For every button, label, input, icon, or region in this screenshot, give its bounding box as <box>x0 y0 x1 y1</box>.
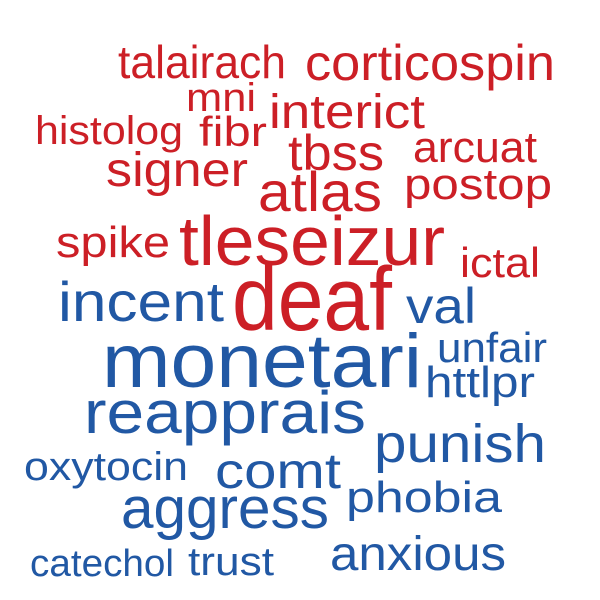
word-arcuat: arcuat <box>413 123 537 172</box>
word-incent: incent <box>58 270 224 333</box>
word-atlas: atlas <box>258 160 382 223</box>
word-interict: interict <box>269 86 425 139</box>
word-deaf: deaf <box>232 250 393 350</box>
word-httlpr: httlpr <box>425 358 535 407</box>
word-postop: postop <box>404 160 552 209</box>
word-spike: spike <box>56 218 170 267</box>
word-histolog: histolog <box>35 109 183 153</box>
word-tbss: tbss <box>288 125 384 181</box>
word-trust: trust <box>188 540 274 584</box>
word-anxious: anxious <box>330 528 506 581</box>
word-phobia: phobia <box>346 473 503 522</box>
word-catechol: catechol <box>30 543 174 585</box>
word-talairach: talairach <box>118 36 286 88</box>
word-val: val <box>406 278 476 334</box>
word-reapprais: reapprais <box>84 379 366 446</box>
word-tleseizur: tleseizur <box>179 202 445 280</box>
word-ictal: ictal <box>460 239 540 286</box>
word-monetari: monetari <box>102 319 422 404</box>
word-oxytocin: oxytocin <box>24 445 188 489</box>
word-comt: comt <box>215 443 341 499</box>
word-signer: signer <box>106 144 248 197</box>
word-aggress: aggress <box>121 476 329 541</box>
word-mni: mni <box>186 76 256 120</box>
word-punish: punish <box>374 414 546 474</box>
word-fibr: fibr <box>199 108 267 155</box>
word-unfair: unfair <box>437 324 547 371</box>
word-corticospin: corticospin <box>305 35 555 91</box>
